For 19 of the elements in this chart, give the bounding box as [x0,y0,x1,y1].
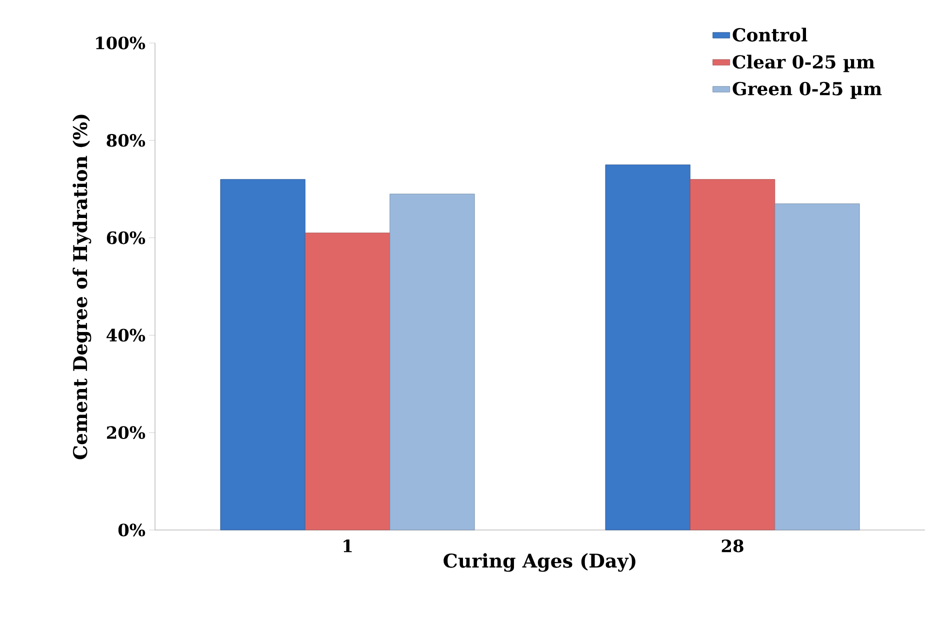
bar [220,179,306,530]
bar [304,232,390,530]
y-tick-label: 100% [96,36,146,50]
legend-label: Control [732,28,808,42]
y-axis-title: Cement Degree of Hydration (%) [72,114,92,460]
bar [774,204,860,530]
y-tick-label: 20% [106,426,146,439]
x-tick-label: 28 [722,539,744,552]
y-tick-label: 0% [118,524,146,536]
x-tick-label: 1 [344,539,352,552]
bar [690,179,776,530]
y-tick-label: 40% [106,328,146,342]
legend-label: Green 0-25 µm [732,82,882,99]
bar [390,194,475,530]
x-axis-title: Curing Ages (Day) [444,553,636,572]
y-tick-label: 60% [106,231,146,244]
y-tick-label: 80% [106,134,146,147]
bar [605,164,690,530]
legend-label: Clear 0-25 µm [732,54,875,72]
